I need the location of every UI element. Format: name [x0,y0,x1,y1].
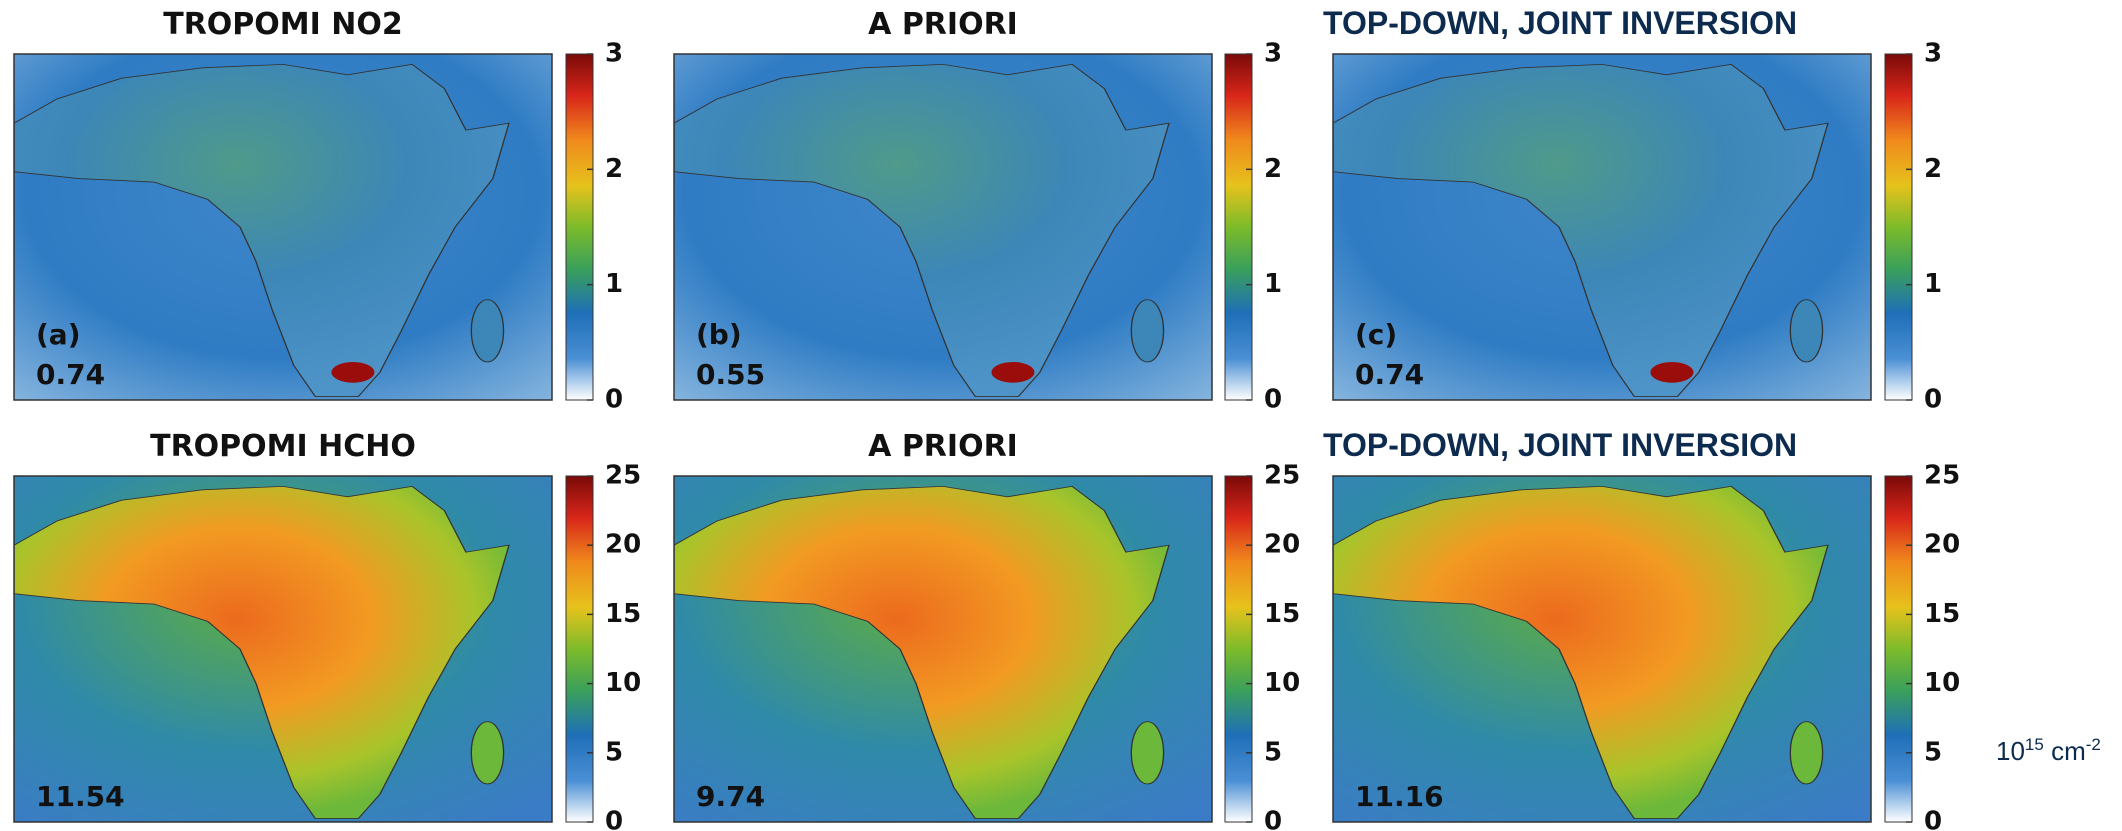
continent [1333,485,1829,819]
hotspot [331,361,375,383]
map-frame [13,475,553,823]
map [14,476,552,822]
colorbar-tick-label: 10 [1264,668,1300,698]
colorbar-tick-label: 0 [1264,385,1282,415]
colorbar-tick-label: 0 [1924,385,1942,415]
colorbar-tick-label: 0 [605,385,623,415]
panel-title: TOP-DOWN, JOINT INVERSION [1323,5,1797,41]
map-frame [673,475,1213,823]
colorbar [1884,53,1913,401]
map [1333,476,1871,822]
colorbar-tick-label: 0 [1924,807,1942,831]
colorbar-tick-label: 20 [605,530,641,560]
panel-title: A PRIORI [868,7,1018,42]
panel-value: 0.74 [36,358,105,391]
map-frame [1332,475,1872,823]
colorbar-tick-label: 10 [1924,668,1960,698]
colorbar [1224,475,1253,823]
continent [14,485,510,819]
colorbar-tick-label: 10 [605,668,641,698]
map [674,476,1212,822]
madagascar [1130,299,1165,363]
colorbar [1884,475,1913,823]
colorbar-tick-label: 25 [605,461,641,491]
colorbar-tick-label: 3 [1924,39,1942,69]
colorbar [565,475,594,823]
panel: TROPOMI HCHO 11.54 0 5 10 15 20 25 [13,429,641,831]
panel-title: TOP-DOWN, JOINT INVERSION [1323,427,1797,463]
panel-value: 9.74 [696,780,765,813]
map-frame [673,53,1213,401]
panel: A PRIORI 9.74 0 5 10 15 20 25 [673,429,1300,831]
colorbar-tick-label: 5 [1264,737,1282,767]
colorbar-tick-label: 15 [605,599,641,629]
colorbar-tick-label: 3 [1264,39,1282,69]
panel-value: 11.54 [36,780,125,813]
unit-label: 1015 cm-2 [1996,735,2101,766]
colorbar-tick-label: 15 [1264,599,1300,629]
map [1333,54,1871,400]
panel-label: (b) [696,318,742,351]
panel-label: (a) [36,318,81,351]
panel-value: 0.74 [1355,358,1424,391]
map [14,54,552,400]
unit-unit: cm [2051,736,2086,766]
panel: A PRIORI (b) 0.55 0 1 2 3 [673,7,1282,415]
hotspot [991,361,1035,383]
panel-value: 11.16 [1355,780,1444,813]
colorbar-tick-label: 1 [1264,269,1282,299]
colorbar-tick-label: 25 [1924,461,1960,491]
colorbar-tick-label: 20 [1264,530,1300,560]
panel: TOP-DOWN, JOINT INVERSION (c) 0.74 0 1 2 3 [1323,5,1942,415]
colorbar-tick-label: 1 [1924,269,1942,299]
continent [674,63,1170,397]
panel-title: TROPOMI HCHO [150,429,416,464]
colorbar-tick-label: 2 [1264,154,1282,184]
madagascar [470,721,505,785]
hotspot [1650,361,1694,383]
colorbar-tick-label: 2 [605,154,623,184]
madagascar [1789,299,1824,363]
map-frame [13,53,553,401]
colorbar [565,53,594,401]
unit-base: 10 [1996,736,2025,766]
colorbar-tick-label: 0 [1264,807,1282,831]
madagascar [1130,721,1165,785]
colorbar-tick-label: 0 [605,807,623,831]
colorbar-tick-label: 20 [1924,530,1960,560]
panel-label: (c) [1355,318,1397,351]
colorbar-tick-label: 5 [1924,737,1942,767]
continent [14,63,510,397]
panel: TROPOMI NO2 (a) 0.74 0 1 2 3 [13,7,623,415]
colorbar-tick-label: 2 [1924,154,1942,184]
colorbar-tick-label: 15 [1924,599,1960,629]
colorbar-tick-label: 5 [605,737,623,767]
colorbar-tick-label: 3 [605,39,623,69]
colorbar-tick-label: 25 [1264,461,1300,491]
continent [1333,63,1829,397]
madagascar [470,299,505,363]
panel: TOP-DOWN, JOINT INVERSION 11.16 0 5 10 15 20 25 [1323,427,1960,831]
panel-title: TROPOMI NO2 [163,7,403,42]
unit-unit-exponent: -2 [2086,735,2101,754]
panel-title: A PRIORI [868,429,1018,464]
colorbar-tick-label: 1 [605,269,623,299]
unit-exponent: 15 [2025,735,2044,754]
madagascar [1789,721,1824,785]
map-frame [1332,53,1872,401]
colorbar [1224,53,1253,401]
continent [674,485,1170,819]
map [674,54,1212,400]
panel-value: 0.55 [696,358,765,391]
unit-text: 1015 cm-2 [1996,735,2101,766]
